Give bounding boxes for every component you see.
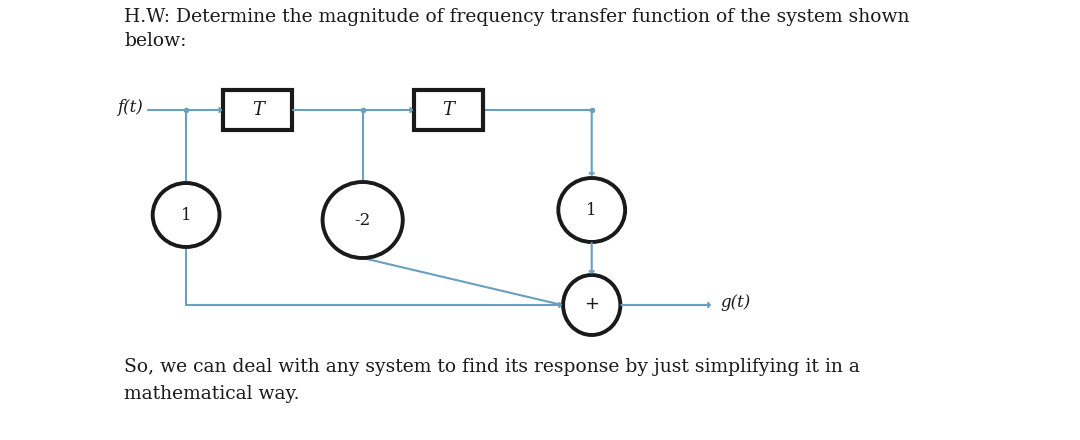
Text: g(t): g(t) (720, 293, 751, 311)
Text: 1: 1 (180, 206, 191, 224)
Text: mathematical way.: mathematical way. (124, 385, 299, 403)
Text: +: + (584, 295, 599, 313)
Circle shape (563, 275, 620, 335)
Bar (224, 90, 292, 130)
Text: H.W: Determine the magnitude of frequency transfer function of the system shown: H.W: Determine the magnitude of frequenc… (124, 8, 909, 26)
Text: below:: below: (124, 32, 187, 50)
Text: T: T (252, 101, 264, 119)
Ellipse shape (323, 182, 403, 258)
Bar (415, 90, 483, 130)
Ellipse shape (152, 183, 219, 247)
Text: T: T (443, 101, 455, 119)
Text: 1: 1 (586, 202, 597, 219)
Text: So, we can deal with any system to find its response by just simplifying it in a: So, we can deal with any system to find … (124, 358, 860, 376)
Text: f(t): f(t) (118, 99, 144, 116)
Text: -2: -2 (354, 212, 370, 228)
Ellipse shape (558, 178, 625, 242)
